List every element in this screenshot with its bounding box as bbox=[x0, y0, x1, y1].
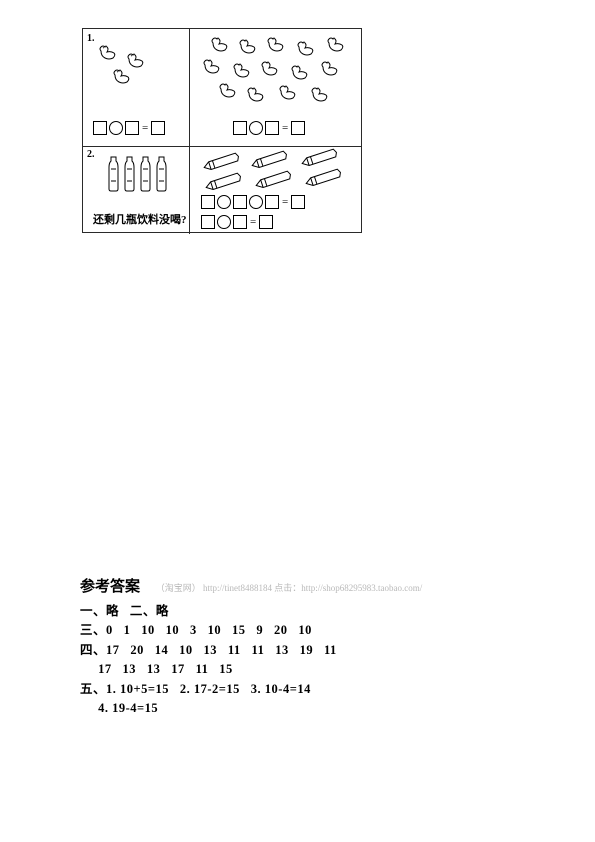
blank-square bbox=[233, 121, 247, 135]
duck-icon bbox=[325, 35, 347, 53]
answers-line-4: 17 13 13 17 11 15 bbox=[80, 660, 520, 679]
blank-square bbox=[151, 121, 165, 135]
q1-right-equation: = bbox=[233, 121, 305, 135]
bottle-icon bbox=[155, 155, 168, 193]
equals-sign: = bbox=[249, 215, 257, 229]
q2-label: 2. bbox=[87, 149, 95, 160]
bottle-icon bbox=[123, 155, 136, 193]
duck-icon bbox=[245, 85, 267, 103]
answers-section: 参考答案 （淘宝网） http://tinet8488184 点击：http:/… bbox=[80, 575, 520, 718]
duck-icon bbox=[289, 63, 311, 81]
blank-circle bbox=[217, 215, 231, 229]
answers-url: （淘宝网） http://tinet8488184 点击：http://shop… bbox=[156, 583, 423, 593]
duck-icon bbox=[309, 85, 331, 103]
blank-square bbox=[291, 195, 305, 209]
blank-square bbox=[233, 215, 247, 229]
blank-square bbox=[265, 121, 279, 135]
blank-square bbox=[291, 121, 305, 135]
pencil-icon bbox=[202, 169, 244, 193]
duck-icon bbox=[201, 57, 223, 75]
divider-horizontal bbox=[83, 146, 361, 147]
q2-equation-2: = bbox=[201, 215, 273, 229]
pencil-icon bbox=[298, 145, 340, 169]
answers-line-6: 4. 19-4=15 bbox=[80, 699, 520, 718]
duck-icon bbox=[231, 61, 253, 79]
bottle-icon bbox=[139, 155, 152, 193]
bottle-icon bbox=[107, 155, 120, 193]
answers-line-3: 四、17 20 14 10 13 11 11 13 19 11 bbox=[80, 641, 520, 660]
divider-vertical-bottom bbox=[189, 146, 190, 234]
equals-sign: = bbox=[141, 121, 149, 135]
duck-icon bbox=[217, 81, 239, 99]
blank-square bbox=[265, 195, 279, 209]
pencil-icon bbox=[302, 165, 344, 189]
q2-equation-1: = bbox=[201, 195, 305, 209]
blank-square bbox=[201, 195, 215, 209]
blank-square bbox=[125, 121, 139, 135]
worksheet-box: 1. = bbox=[82, 28, 362, 233]
blank-circle bbox=[249, 195, 263, 209]
blank-circle bbox=[249, 121, 263, 135]
bottle-caption: 还剩几瓶饮料没喝? bbox=[93, 211, 187, 227]
answers-title-text: 参考答案 bbox=[80, 579, 140, 595]
q1-label: 1. bbox=[87, 33, 95, 44]
answers-title: 参考答案 （淘宝网） http://tinet8488184 点击：http:/… bbox=[80, 575, 520, 596]
duck-icon bbox=[259, 59, 281, 77]
q1-left-equation: = bbox=[93, 121, 165, 135]
answers-line-5: 五、1. 10+5=15 2. 17-2=15 3. 10-4=14 bbox=[80, 680, 520, 699]
blank-square bbox=[93, 121, 107, 135]
equals-sign: = bbox=[281, 121, 289, 135]
duck-icon bbox=[97, 43, 119, 61]
duck-icon bbox=[237, 37, 259, 55]
blank-square bbox=[259, 215, 273, 229]
duck-icon bbox=[265, 35, 287, 53]
blank-circle bbox=[217, 195, 231, 209]
blank-square bbox=[233, 195, 247, 209]
duck-icon bbox=[295, 39, 317, 57]
equals-sign: = bbox=[281, 195, 289, 209]
blank-circle bbox=[109, 121, 123, 135]
pencil-icon bbox=[248, 147, 290, 171]
pencil-icon bbox=[252, 167, 294, 191]
duck-icon bbox=[319, 59, 341, 77]
answers-line-1: 一、略 二、略 bbox=[80, 602, 520, 621]
duck-icon bbox=[209, 35, 231, 53]
duck-icon bbox=[111, 67, 133, 85]
answers-line-2: 三、0 1 10 10 3 10 15 9 20 10 bbox=[80, 621, 520, 640]
blank-square bbox=[201, 215, 215, 229]
divider-vertical-top bbox=[189, 29, 190, 146]
duck-icon bbox=[277, 83, 299, 101]
